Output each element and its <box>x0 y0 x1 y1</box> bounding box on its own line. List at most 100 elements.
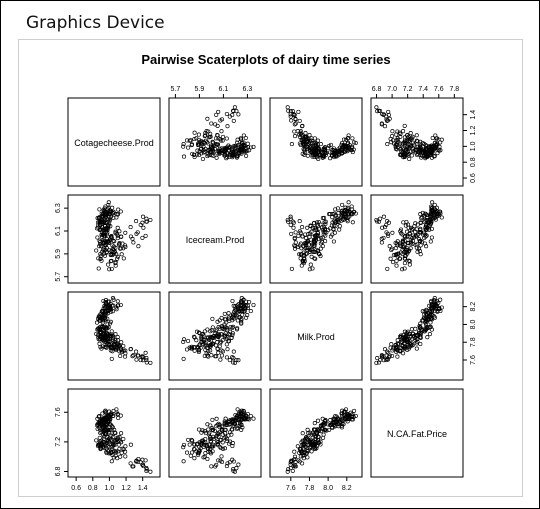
data-point-0-1-0 <box>232 105 237 110</box>
data-point-3-1-66 <box>214 416 219 421</box>
data-point-3-1-20 <box>220 446 226 451</box>
data-point-0-1-192 <box>237 148 242 153</box>
data-point-2-3-12 <box>385 357 390 362</box>
data-point-0-2-7 <box>293 117 298 122</box>
data-point-0-2-30 <box>299 133 304 138</box>
data-point-3-0-108 <box>97 420 102 425</box>
data-point-0-1-32 <box>207 134 213 139</box>
data-point-0-3-108 <box>426 153 431 158</box>
data-point-1-0-4 <box>140 214 146 219</box>
data-point-2-0-5 <box>138 358 143 363</box>
data-point-2-1-176 <box>223 331 228 336</box>
data-point-3-1-197 <box>226 441 232 446</box>
data-point-0-2-148 <box>345 136 350 141</box>
data-point-1-2-85 <box>320 216 325 221</box>
data-point-2-1-4 <box>236 358 241 363</box>
data-point-1-2-134 <box>340 211 345 216</box>
data-point-2-1-181 <box>230 331 235 336</box>
data-point-1-0-32 <box>117 241 122 246</box>
data-point-2-0-209 <box>101 338 106 343</box>
data-point-2-0-164 <box>107 321 112 326</box>
data-point-1-2-180 <box>310 266 315 271</box>
data-point-3-1-164 <box>239 427 244 432</box>
data-point-2-0-221 <box>112 339 117 345</box>
data-point-3-0-13 <box>134 459 139 464</box>
data-point-2-3-210 <box>390 353 395 359</box>
tick-label-right-2-3: 8.2 <box>470 302 477 312</box>
data-point-2-1-89 <box>217 318 222 323</box>
data-point-1-3-12 <box>385 231 390 236</box>
data-point-2-0-123 <box>100 308 105 313</box>
data-point-2-1-26 <box>215 346 220 351</box>
data-point-2-3-195 <box>400 339 405 344</box>
data-point-0-2-208 <box>321 147 326 152</box>
data-point-3-2-203 <box>314 446 319 451</box>
data-point-3-2-1 <box>290 468 295 473</box>
data-point-0-2-122 <box>339 142 344 147</box>
data-point-1-2-48 <box>318 235 323 241</box>
data-point-3-2-211 <box>297 450 302 455</box>
data-point-3-0-184 <box>106 449 111 454</box>
data-point-3-1-6 <box>205 456 210 462</box>
data-point-2-0-146 <box>105 299 110 304</box>
data-point-1-2-14 <box>300 225 305 230</box>
data-point-2-1-210 <box>202 353 207 359</box>
data-point-3-1-212 <box>199 441 204 446</box>
data-point-2-1-15 <box>213 354 218 359</box>
data-point-3-1-3 <box>231 467 236 472</box>
data-point-0-2-149 <box>350 136 355 141</box>
data-point-1-0-168 <box>106 262 111 267</box>
data-point-3-1-213 <box>214 433 219 438</box>
data-point-3-0-196 <box>101 436 106 442</box>
data-point-0-2-134 <box>340 148 345 153</box>
data-point-0-2-48 <box>318 142 323 147</box>
data-point-1-3-210 <box>390 246 395 251</box>
tick-label-bottom-0-3: 1.2 <box>121 485 131 492</box>
data-point-1-2-28 <box>305 225 310 230</box>
data-point-0-1-28 <box>224 136 229 141</box>
data-point-2-1-147 <box>245 305 251 310</box>
data-point-2-1-215 <box>187 345 192 350</box>
data-point-1-2-26 <box>300 234 305 239</box>
data-point-3-2-108 <box>333 420 339 425</box>
data-point-1-3-104 <box>423 211 428 216</box>
data-point-0-3-150 <box>436 137 441 142</box>
data-point-1-3-106 <box>422 219 427 225</box>
data-point-1-2-210 <box>292 246 298 251</box>
data-point-1-3-191 <box>407 259 412 264</box>
tick-label-top-3-4: 7.6 <box>434 86 444 93</box>
data-point-2-3-65 <box>427 332 432 337</box>
data-point-3-1-64 <box>212 428 217 434</box>
data-point-0-3-151 <box>433 133 438 138</box>
data-point-1-0-174 <box>98 244 104 249</box>
data-point-2-0-85 <box>95 327 100 332</box>
data-point-0-1-197 <box>226 148 232 153</box>
data-point-0-3-203 <box>398 153 404 158</box>
data-point-2-3-26 <box>414 346 419 351</box>
data-point-2-1-77 <box>231 324 236 329</box>
data-point-1-3-212 <box>403 249 408 254</box>
data-point-3-0-151 <box>118 413 123 418</box>
data-point-2-1-151 <box>241 302 246 308</box>
data-point-0-3-200 <box>393 143 398 148</box>
data-point-2-1-145 <box>235 305 240 310</box>
data-point-3-0-220 <box>119 440 124 445</box>
data-point-1-0-180 <box>96 266 101 271</box>
data-point-2-3-189 <box>397 334 403 339</box>
data-point-0-3-3 <box>376 108 382 113</box>
data-point-2-1-93 <box>222 311 227 316</box>
data-point-3-1-153 <box>239 413 244 419</box>
data-point-2-0-134 <box>103 308 108 314</box>
data-point-0-1-144 <box>243 135 248 141</box>
data-point-1-3-190 <box>402 238 407 243</box>
data-point-3-0-106 <box>98 424 103 429</box>
panel-3-3 <box>370 388 464 478</box>
data-point-1-2-174 <box>312 244 317 249</box>
data-point-0-1-219 <box>184 138 190 143</box>
data-point-2-1-114 <box>242 309 247 314</box>
data-point-1-3-10 <box>386 233 391 238</box>
data-point-2-1-197 <box>226 339 232 344</box>
data-point-0-3-210 <box>390 134 395 139</box>
panel-0-3 <box>370 97 464 187</box>
data-point-2-1-12 <box>218 357 223 362</box>
